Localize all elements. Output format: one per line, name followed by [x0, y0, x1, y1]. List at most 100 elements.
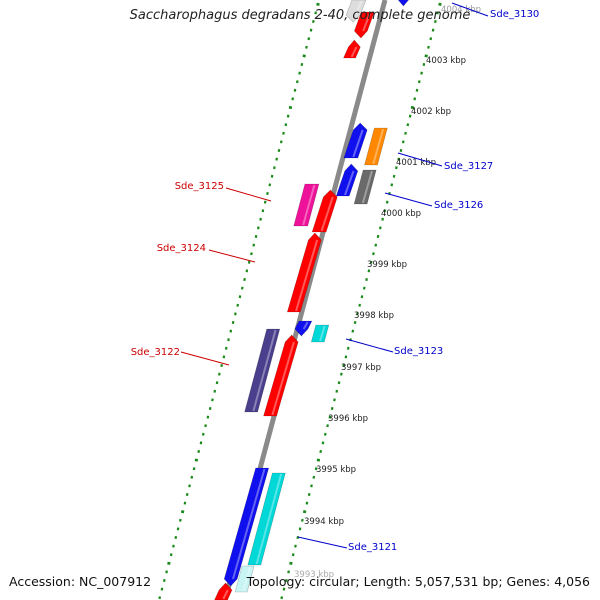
tick-mark: [298, 527, 302, 531]
scale-label-4000: 4000 kbp: [381, 209, 421, 219]
tick-mark: [291, 553, 295, 557]
gene-box-sde3124-highlight: [295, 239, 319, 312]
tick-mark: [309, 28, 313, 32]
tick-mark: [167, 561, 171, 565]
tick-mark: [326, 424, 329, 428]
scale-label-4002: 4002 kbp: [411, 107, 451, 117]
tick-mark: [238, 295, 242, 299]
tick-mark: [247, 260, 251, 264]
tick-mark: [415, 88, 419, 92]
tick-mark: [337, 381, 341, 385]
tick-mark: [294, 544, 297, 548]
tick-mark: [282, 131, 285, 135]
scale-label-4003: 4003 kbp: [426, 56, 466, 66]
gene-label-sde3123: Sde_3123: [394, 346, 443, 357]
tick-mark: [323, 432, 327, 436]
gene-label-sde3130: Sde_3130: [490, 9, 539, 20]
tick-mark: [183, 501, 187, 505]
tick-mark: [424, 54, 428, 58]
gene-box-sde3124: [286, 232, 322, 313]
tick-mark: [316, 2, 320, 6]
tick-mark: [335, 389, 339, 393]
tick-mark: [434, 19, 437, 24]
tick-mark: [328, 415, 332, 419]
tick-mark: [275, 157, 278, 161]
tick-guides: [158, 2, 442, 600]
gene-box-sde3122: [244, 328, 281, 413]
tick-mark: [397, 157, 400, 161]
tick-mark: [422, 62, 426, 67]
tick-mark: [302, 510, 307, 514]
tick-mark: [277, 148, 281, 153]
gene-box-sde3125: [293, 183, 320, 227]
tick-mark: [287, 570, 290, 574]
gene-features: [214, 0, 409, 600]
tick-mark: [305, 45, 308, 49]
tick-mark: [234, 312, 237, 316]
tick-mark: [229, 329, 233, 333]
callout-lines: [180, 2, 489, 549]
tick-mark: [185, 492, 189, 497]
gene-box-blue-4001: [343, 122, 368, 159]
tick-mark: [406, 123, 410, 127]
tick-mark: [284, 123, 288, 127]
gene-box-cyan-3994: [247, 472, 286, 566]
tick-mark: [298, 71, 301, 75]
tick-mark: [321, 441, 325, 445]
gene-box-red-top-highlight: [362, 12, 372, 32]
tick-mark: [399, 148, 403, 153]
tick-mark: [404, 131, 407, 135]
tick-mark: [376, 234, 380, 239]
tick-mark: [385, 200, 389, 204]
scale-label-3996: 3996 kbp: [328, 414, 368, 424]
tick-mark: [169, 553, 173, 557]
tick-mark: [160, 587, 164, 591]
topology-text: Topology: circular; Length: 5,057,531 bp…: [246, 574, 590, 589]
tick-mark: [194, 458, 199, 462]
gene-box-blue-3998-highlight: [302, 321, 309, 330]
tick-mark: [431, 28, 435, 32]
tick-mark: [312, 475, 316, 479]
tick-mark: [259, 217, 262, 221]
gene-box-grey-top-highlight: [354, 0, 363, 16]
gene-box-sde3127: [364, 127, 388, 166]
tick-mark: [261, 209, 265, 213]
tick-mark: [301, 518, 304, 522]
gene-box-red-3122-highlight: [271, 341, 295, 416]
gene-box-sde3126: [335, 163, 359, 197]
tick-mark: [295, 80, 299, 84]
tick-mark: [390, 183, 394, 187]
tick-mark: [201, 432, 205, 436]
tick-mark: [291, 97, 295, 101]
tick-mark: [268, 183, 272, 187]
tick-mark: [372, 252, 375, 256]
tick-mark: [172, 544, 175, 548]
tick-mark: [344, 355, 348, 359]
tick-mark: [293, 88, 297, 92]
tick-mark: [307, 37, 311, 41]
scale-label-3995: 3995 kbp: [316, 465, 356, 475]
gene-box-sde3123: [310, 324, 330, 343]
tick-mark: [358, 303, 362, 307]
tick-mark: [284, 578, 288, 583]
gene-box-grey-top: [345, 0, 367, 23]
tick-mark: [356, 312, 359, 316]
tick-mark: [300, 62, 304, 67]
tick-mark: [401, 140, 405, 144]
gene-box-grey-4000-highlight: [361, 170, 373, 204]
gene-labels: Sde_3130 Sde_3127 Sde_3126 Sde_3125 Sde_…: [131, 9, 540, 553]
gene-label-sde3127: Sde_3127: [444, 161, 493, 172]
scale-label-3998: 3998 kbp: [354, 311, 394, 321]
tick-mark: [307, 492, 311, 497]
tick-mark: [245, 269, 249, 273]
tick-mark: [383, 209, 387, 213]
gene-box-red-3125: [311, 189, 338, 233]
gene-box-red-small: [343, 39, 361, 59]
tick-mark: [395, 166, 398, 170]
tick-mark: [417, 80, 421, 84]
tick-mark: [252, 243, 256, 247]
tick-mark: [213, 389, 217, 393]
tick-mark: [374, 243, 378, 247]
tick-mark: [199, 441, 203, 445]
tick-mark: [162, 578, 166, 583]
